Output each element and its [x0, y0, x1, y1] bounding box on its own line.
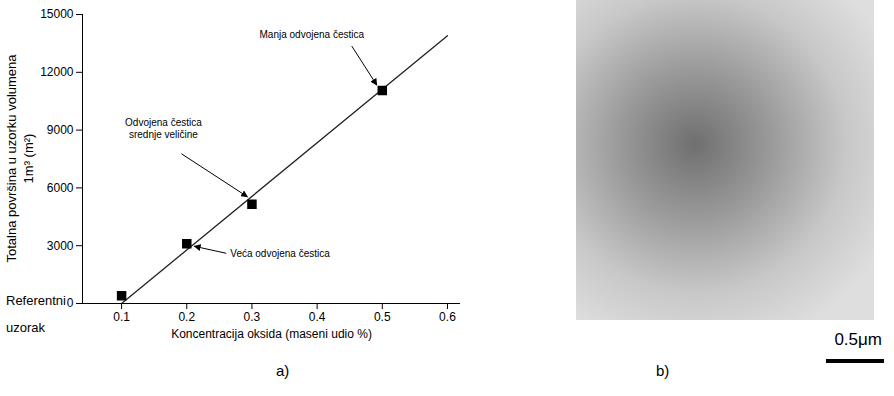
svg-text:1m³ (m²): 1m³ (m²): [21, 134, 36, 184]
svg-text:9000: 9000: [47, 123, 74, 137]
svg-text:0.4: 0.4: [309, 310, 326, 324]
svg-text:Manja odvojena čestica: Manja odvojena čestica: [260, 29, 365, 40]
svg-text:0.6: 0.6: [439, 310, 456, 324]
svg-text:12000: 12000: [40, 65, 74, 79]
svg-text:0.1: 0.1: [113, 310, 130, 324]
html-text:b): b): [656, 362, 670, 379]
svg-text:Odvojena česticasrednje veliči: Odvojena česticasrednje veličine: [125, 117, 202, 140]
svg-text:0.5: 0.5: [374, 310, 391, 324]
html-text:0.5μm: 0.5μm: [834, 330, 882, 349]
svg-text:Referentniuzorak: Referentniuzorak: [6, 293, 66, 335]
html-text:a): a): [276, 362, 290, 379]
svg-text:0.2: 0.2: [178, 310, 195, 324]
svg-text:Totalna površina u uzorku volu: Totalna površina u uzorku volumena: [4, 54, 19, 263]
svg-text:0.3: 0.3: [244, 310, 261, 324]
svg-text:0: 0: [67, 296, 74, 310]
svg-text:Veća odvojena čestica: Veća odvojena čestica: [230, 248, 330, 259]
svg-text:3000: 3000: [47, 239, 74, 253]
svg-text:6000: 6000: [47, 181, 74, 195]
svg-text:Koncentracija oksida (maseni u: Koncentracija oksida (maseni udio %): [171, 327, 372, 341]
svg-text:15000: 15000: [40, 7, 74, 21]
